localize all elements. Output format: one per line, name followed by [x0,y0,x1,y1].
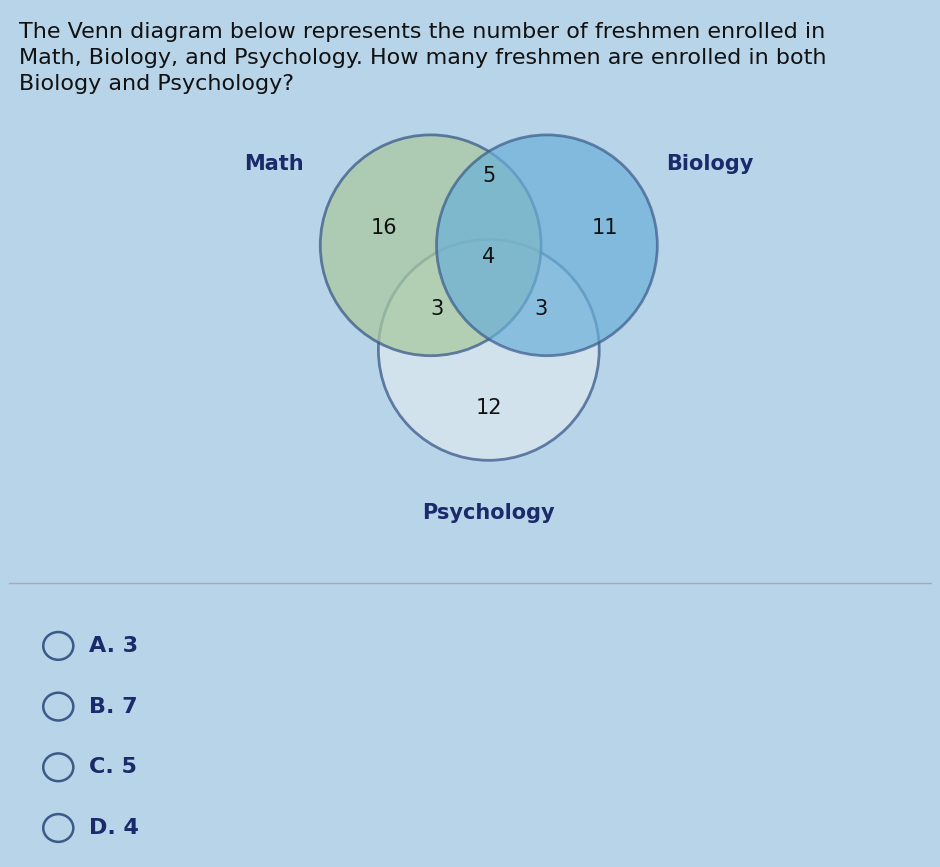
Text: 11: 11 [592,218,619,238]
Text: B. 7: B. 7 [89,696,138,717]
Text: Biology: Biology [666,154,753,174]
Text: A. 3: A. 3 [89,636,138,656]
Text: C. 5: C. 5 [89,757,137,778]
Text: 5: 5 [482,166,495,186]
Circle shape [321,135,541,355]
Text: The Venn diagram below represents the number of freshmen enrolled in
Math, Biolo: The Venn diagram below represents the nu… [19,22,826,95]
Text: 12: 12 [476,398,502,418]
Circle shape [379,239,599,460]
Text: Math: Math [244,154,304,174]
Text: 3: 3 [430,299,443,319]
Text: D. 4: D. 4 [89,818,139,838]
Text: 4: 4 [482,247,495,267]
Text: Psychology: Psychology [422,503,556,523]
Text: 16: 16 [371,218,398,238]
Circle shape [436,135,657,355]
Text: 3: 3 [535,299,548,319]
